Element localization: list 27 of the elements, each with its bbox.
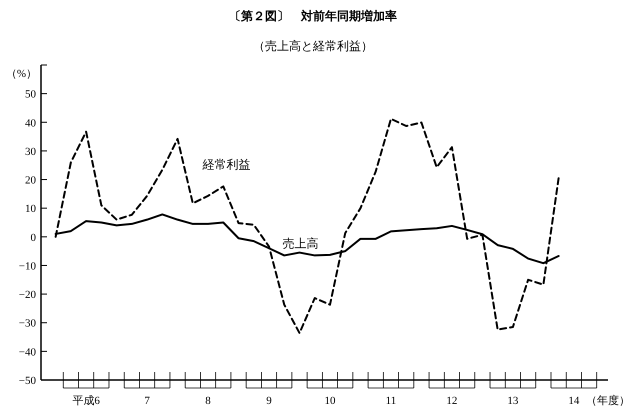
y-tick-label: −30 <box>18 318 36 330</box>
x-tick-label: 7 <box>144 395 150 407</box>
chart-title: 〔第２図〕 対前年同期増加率 <box>229 9 397 23</box>
y-tick-label: −20 <box>18 289 36 302</box>
series-label: 経常利益 <box>201 157 250 172</box>
chart-subtitle: （売上高と経常利益） <box>253 39 373 53</box>
x-tick-label: 13 <box>507 395 519 407</box>
y-tick-label: 40 <box>25 117 36 130</box>
x-tick-label: 9 <box>266 395 272 407</box>
y-tick-label: 30 <box>25 146 36 158</box>
y-tick-label: 0 <box>30 232 36 244</box>
y-tick-label: 10 <box>25 203 36 216</box>
y-tick-label: −10 <box>18 260 36 272</box>
y-tick-label: −50 <box>18 375 36 387</box>
x-tick-label: 8 <box>205 395 212 407</box>
x-tick-label: 平成6 <box>72 394 100 407</box>
line-series <box>54 118 560 334</box>
x-tick-label: 14 <box>568 395 580 407</box>
x-tick-label: 11 <box>386 395 396 407</box>
x-tick-label: 10 <box>324 395 336 407</box>
y-axis-title: （%） <box>6 68 37 80</box>
x-axis-title: （年度） <box>586 394 626 407</box>
y-tick-label: 50 <box>25 88 36 101</box>
series-label: 売上高 <box>282 236 319 250</box>
y-tick-label: −40 <box>18 346 36 358</box>
x-tick-label: 12 <box>446 395 458 407</box>
y-tick-label: 20 <box>25 174 36 187</box>
